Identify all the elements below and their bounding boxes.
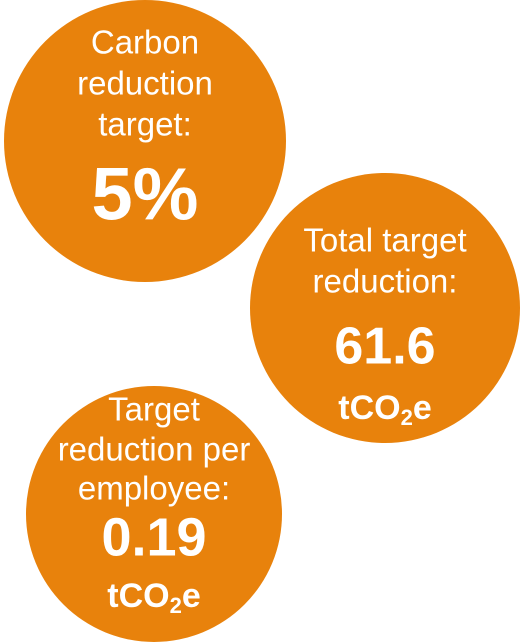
value: 0.19 — [101, 507, 206, 567]
circle-carbon-target: Carbon reduction target: 5% — [4, 0, 286, 282]
circle — [250, 173, 520, 443]
label-line: Carbon — [91, 24, 199, 61]
label-line: reduction: — [313, 263, 458, 300]
unit: tCO2e — [338, 389, 432, 430]
label-line: target: — [98, 106, 192, 143]
value: 61.6 — [334, 318, 435, 376]
unit-text: tCO — [338, 389, 400, 427]
circle-total-reduction: Total target reduction: 61.6 tCO2e — [250, 173, 520, 443]
label-line: employee: — [78, 470, 230, 507]
unit-subscript: 2 — [401, 405, 413, 430]
label-line: Target — [108, 391, 200, 428]
label-line: Total target — [303, 222, 466, 259]
unit-text: tCO — [107, 577, 169, 615]
label-line: reduction — [77, 65, 213, 102]
unit-subscript: 2 — [170, 593, 182, 618]
label-line: reduction per — [58, 431, 251, 468]
circle — [4, 0, 286, 282]
unit-text: e — [182, 577, 201, 615]
circle-per-employee: Target reduction per employee: 0.19 tCO2… — [26, 386, 282, 642]
unit-text: e — [413, 389, 432, 427]
value: 5% — [92, 153, 199, 236]
circle — [26, 386, 282, 642]
unit: tCO2e — [107, 577, 201, 618]
